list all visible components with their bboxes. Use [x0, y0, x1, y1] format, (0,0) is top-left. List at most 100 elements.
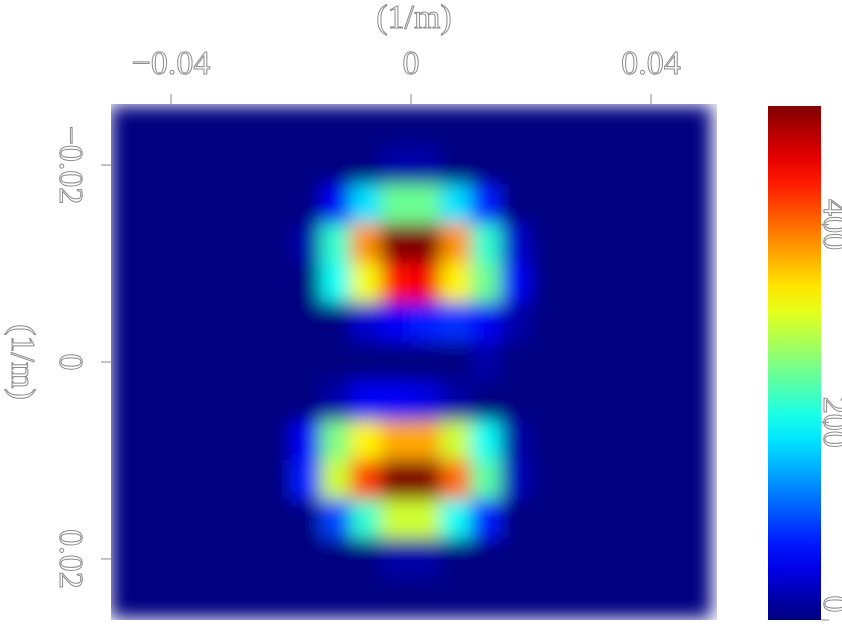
- heatmap-cell: [290, 341, 322, 383]
- heatmap-cell: [320, 420, 352, 461]
- heatmap-cell: [380, 105, 412, 146]
- heatmap-cell: [410, 341, 442, 383]
- heatmap-cell: [620, 302, 652, 343]
- heatmap-cell: [620, 184, 652, 225]
- x-tick-label: 0: [403, 45, 420, 82]
- heatmap-cell: [380, 263, 412, 304]
- heatmap-cell: [620, 420, 652, 461]
- heatmap-cell: [410, 578, 442, 619]
- heatmap-cell: [350, 263, 382, 304]
- heatmap-cell: [140, 263, 172, 304]
- heatmap-cell: [650, 144, 682, 186]
- heatmap-cell: [470, 105, 502, 146]
- y-tick-label: 0.02: [52, 529, 89, 589]
- heatmap-cell: [470, 420, 502, 461]
- heatmap-cell: [200, 341, 232, 383]
- heatmap-cell: [620, 144, 652, 186]
- heatmap-cell: [620, 538, 652, 580]
- heatmap-cell: [470, 263, 502, 304]
- y-tick-label: −0.02: [52, 126, 89, 205]
- heatmap-cell: [650, 420, 682, 461]
- heatmap-cell: [500, 341, 532, 383]
- heatmap-cell: [680, 223, 712, 265]
- heatmap-cell: [500, 184, 532, 225]
- heatmap-cell: [650, 459, 682, 501]
- heatmap-cell: [650, 381, 682, 422]
- heatmap-cell: [230, 184, 262, 225]
- heatmap-cell: [200, 144, 232, 186]
- heatmap-cell: [680, 341, 712, 383]
- heatmap-cell: [680, 538, 712, 580]
- heatmap-cell: [320, 105, 352, 146]
- heatmap-cell: [111, 538, 142, 580]
- heatmap-cell: [230, 105, 262, 146]
- heatmap: [111, 105, 712, 619]
- heatmap-cell: [320, 381, 352, 422]
- heatmap-cell: [140, 420, 172, 461]
- heatmap-cell: [350, 341, 382, 383]
- heatmap-cell: [650, 223, 682, 265]
- heatmap-cell: [680, 302, 712, 343]
- heatmap-cell: [440, 578, 472, 619]
- heatmap-cell: [320, 538, 352, 580]
- heatmap-cell: [380, 499, 412, 540]
- heatmap-cell: [260, 341, 292, 383]
- heatmap-cell: [380, 341, 412, 383]
- heatmap-cell: [590, 499, 622, 540]
- heatmap-cell: [530, 459, 562, 501]
- heatmap-cell: [350, 578, 382, 619]
- heatmap-cell: [320, 578, 352, 619]
- heatmap-cell: [380, 578, 412, 619]
- heatmap-cell: [410, 184, 442, 225]
- heatmap-cell: [470, 538, 502, 580]
- heatmap-cell: [590, 538, 622, 580]
- heatmap-cell: [140, 302, 172, 343]
- heatmap-cell: [200, 223, 232, 265]
- heatmap-cell: [380, 223, 412, 265]
- heatmap-cell: [111, 578, 142, 619]
- heatmap-cell: [140, 459, 172, 501]
- heatmap-cell: [470, 381, 502, 422]
- heatmap-cell: [380, 459, 412, 501]
- heatmap-cell: [350, 184, 382, 225]
- heatmap-cell: [410, 381, 442, 422]
- heatmap-cell: [290, 223, 322, 265]
- heatmap-cell: [170, 459, 202, 501]
- heatmap-cell: [680, 420, 712, 461]
- heatmap-cell: [320, 263, 352, 304]
- heatmap-cell: [560, 223, 592, 265]
- heatmap-cell: [230, 459, 262, 501]
- heatmap-cell: [140, 144, 172, 186]
- heatmap-cell: [650, 184, 682, 225]
- heatmap-cell: [530, 538, 562, 580]
- heatmap-cell: [500, 459, 532, 501]
- heatmap-cell: [290, 302, 322, 343]
- heatmap-cell: [380, 538, 412, 580]
- heatmap-cell: [111, 302, 142, 343]
- colorbar: [768, 106, 821, 620]
- heatmap-cell: [590, 341, 622, 383]
- heatmap-cell: [470, 302, 502, 343]
- heatmap-cell: [500, 381, 532, 422]
- heatmap-cell: [320, 459, 352, 501]
- heatmap-cell: [170, 105, 202, 146]
- heatmap-cell: [170, 578, 202, 619]
- heatmap-cell: [320, 223, 352, 265]
- heatmap-cell: [200, 263, 232, 304]
- heatmap-cell: [170, 499, 202, 540]
- heatmap-cell: [530, 223, 562, 265]
- heatmap-cell: [680, 381, 712, 422]
- heatmap-cell: [320, 302, 352, 343]
- heatmap-cell: [680, 459, 712, 501]
- heatmap-cell: [470, 459, 502, 501]
- heatmap-cell: [590, 184, 622, 225]
- heatmap-cell: [530, 381, 562, 422]
- heatmap-cell: [680, 499, 712, 540]
- heatmap-cell: [200, 459, 232, 501]
- colorbar-tick-label: 200: [816, 397, 842, 448]
- x-axis-label: (1/m): [376, 0, 452, 36]
- heatmap-cell: [410, 144, 442, 186]
- heatmap-cell: [680, 578, 712, 619]
- heatmap-cell: [620, 105, 652, 146]
- heatmap-cell: [440, 459, 472, 501]
